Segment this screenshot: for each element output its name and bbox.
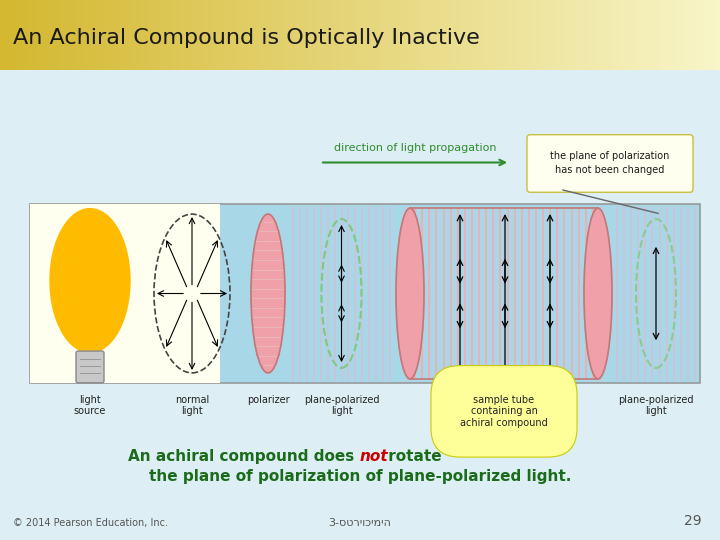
Ellipse shape (396, 208, 424, 379)
Bar (30, 204, 220, 383)
Text: 29: 29 (685, 514, 702, 528)
Text: the plane of polarization
has not been changed: the plane of polarization has not been c… (550, 152, 670, 176)
Text: direction of light propagation: direction of light propagation (334, 143, 496, 153)
FancyBboxPatch shape (30, 204, 700, 383)
Ellipse shape (584, 208, 612, 379)
FancyBboxPatch shape (527, 134, 693, 192)
Text: the plane of polarization of plane-polarized light.: the plane of polarization of plane-polar… (149, 469, 571, 484)
Text: An achiral compound does not rotate: An achiral compound does not rotate (201, 446, 519, 461)
Text: An Achiral Compound is Optically Inactive: An Achiral Compound is Optically Inactiv… (13, 28, 480, 48)
Text: plane-polarized
light: plane-polarized light (305, 395, 379, 416)
Text: light
source: light source (74, 395, 106, 416)
Text: rotate: rotate (383, 449, 441, 464)
Text: polarizer: polarizer (247, 395, 289, 404)
Ellipse shape (251, 214, 285, 373)
Text: sample tube
containing an
achiral compound: sample tube containing an achiral compou… (460, 395, 548, 428)
Text: plane-polarized
light: plane-polarized light (618, 395, 694, 416)
Text: An achiral compound does: An achiral compound does (128, 449, 360, 464)
Text: 3-סטריוכימיה: 3-סטריוכימיה (328, 518, 392, 528)
Text: not: not (360, 449, 389, 464)
Ellipse shape (50, 208, 130, 353)
Text: normal
light: normal light (175, 395, 209, 416)
FancyBboxPatch shape (76, 351, 104, 383)
Text: © 2014 Pearson Education, Inc.: © 2014 Pearson Education, Inc. (13, 518, 168, 528)
